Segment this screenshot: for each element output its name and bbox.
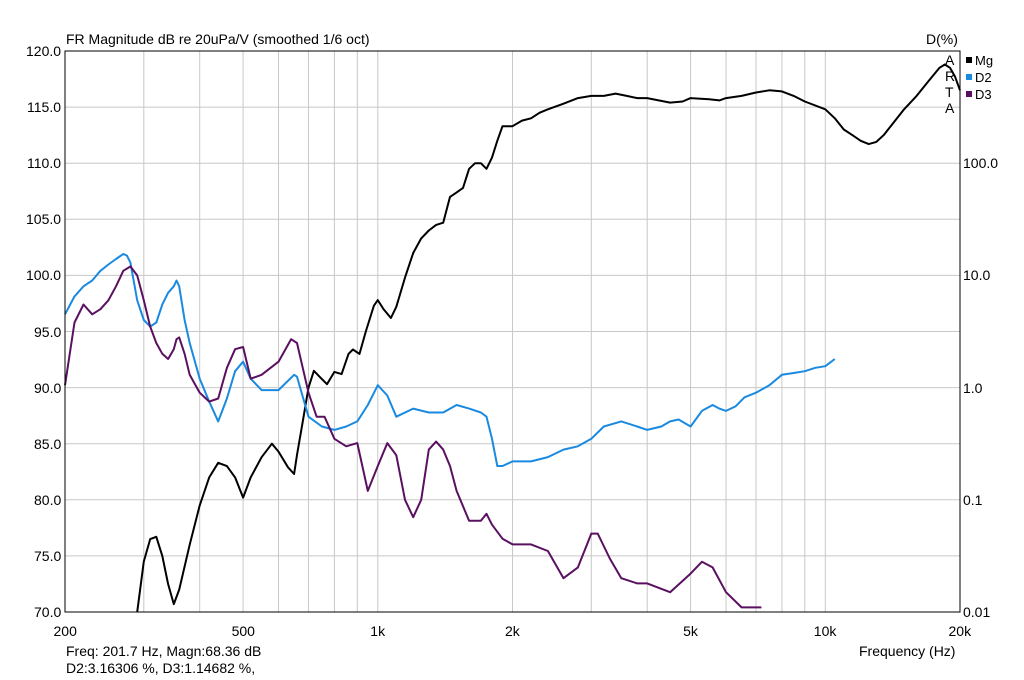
x-tick-label: 20k (948, 623, 972, 639)
status-readout-line1: Freq: 201.7 Hz, Magn:68.36 dB (66, 643, 262, 659)
x-axis-label: Frequency (Hz) (859, 643, 956, 659)
series-line-d2 (64, 253, 836, 467)
y2-tick-label: 10.0 (963, 267, 991, 284)
legend-item-d3: D3 (966, 87, 992, 102)
y2-tick-label: 0.1 (963, 491, 983, 508)
legend-swatch (966, 91, 972, 97)
y-tick-label: 120.0 (26, 43, 62, 59)
y2-tick-label: 1.0 (963, 379, 983, 396)
legend-label: Mg (975, 53, 994, 68)
legend-swatch (966, 57, 972, 63)
grid (65, 51, 960, 612)
legend-swatch (966, 74, 972, 80)
y-tick-label: 70.0 (34, 604, 62, 620)
y-tick-label: 80.0 (34, 491, 62, 508)
y-tick-label: 110.0 (27, 155, 61, 172)
x-tick-label: 5k (683, 623, 698, 639)
legend-item-mg: Mg (966, 53, 993, 68)
chart-title: FR Magnitude dB re 20uPa/V (smoothed 1/6… (66, 31, 370, 47)
arta-letter: A (945, 100, 955, 116)
arta-letter: R (945, 68, 956, 84)
y2-tick-label: 100.0 (963, 155, 999, 172)
y-tick-label: 95.0 (34, 323, 62, 340)
plot-frame (64, 50, 961, 613)
y-tick-label: 75.0 (34, 547, 62, 564)
x-tick-label: 500 (231, 623, 255, 639)
legend-item-d2: D2 (966, 70, 992, 85)
series-layer (64, 63, 961, 613)
legend-label: D3 (975, 87, 992, 102)
y2-tick-label: 0.01 (963, 604, 991, 620)
y-tick-label: 115.0 (27, 99, 61, 116)
right-axis-title: D(%) (926, 31, 958, 47)
x-tick-label: 1k (370, 623, 386, 639)
y-tick-label: 105.0 (26, 211, 62, 228)
arta-letter: T (945, 84, 954, 100)
x-tick-label: 10k (813, 623, 837, 639)
x-tick-label: 200 (53, 623, 77, 639)
y-tick-label: 90.0 (34, 379, 62, 396)
series-line-mg (136, 63, 961, 613)
x-tick-label: 2k (505, 623, 520, 639)
y-tick-label: 100.0 (26, 267, 62, 284)
series-line-d3 (64, 265, 762, 609)
legend-label: D2 (975, 70, 992, 85)
status-readout-line2: D2:3.16306 %, D3:1.14682 %, (66, 660, 256, 676)
arta-letter: A (945, 52, 955, 68)
y-tick-label: 85.0 (34, 435, 62, 452)
